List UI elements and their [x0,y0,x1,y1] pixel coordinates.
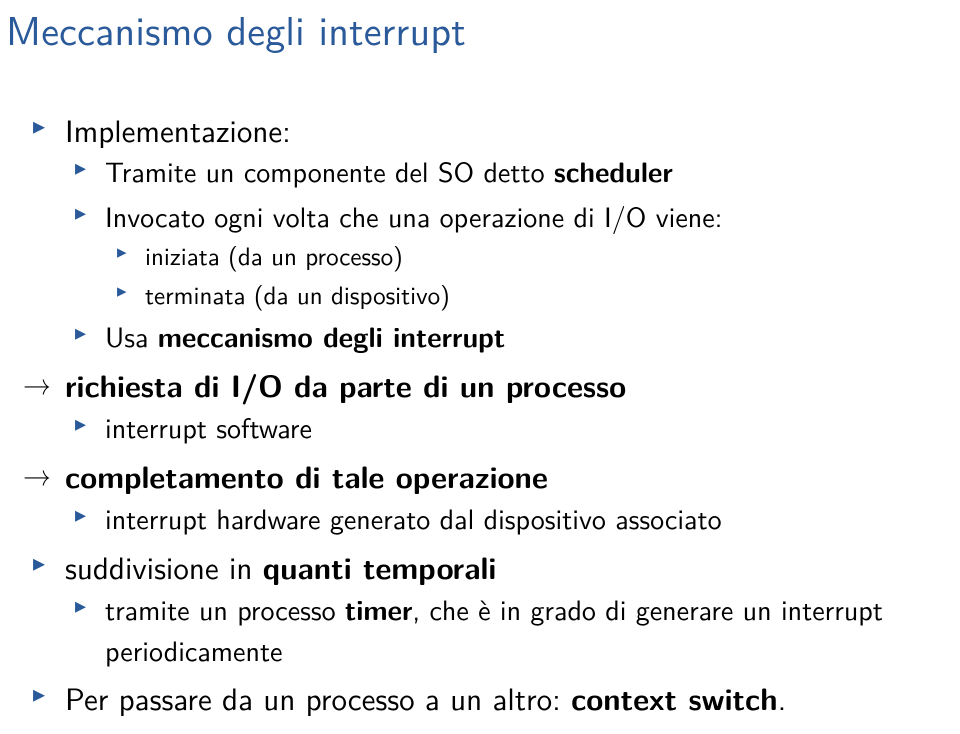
bold: meccanismo degli interrupt [158,316,505,356]
bold: richiesta di I/O da parte di un processo [65,363,626,407]
text: suddivisione in [65,543,263,589]
sublist: Tramite un componente del SO detto sched… [65,151,930,356]
text: Usa [105,315,158,356]
bullet-list: Implementazione: Tramite un componente d… [0,108,930,721]
item-invocato: Invocato ogni volta che una operazione d… [105,196,930,312]
text: tramite un processo [105,588,345,629]
text: interrupt hardware generato dal disposit… [105,497,722,538]
text: Invocato ogni volta che una operazione d… [105,195,722,236]
bold: quanti temporali [263,545,497,589]
item-terminata: terminata (da un dispositivo) [145,276,930,312]
bold: completamento di tale operazione [65,454,548,498]
bold: timer [345,589,412,629]
item-iniziata: iniziata (da un processo) [145,237,930,273]
bold: scheduler [554,151,673,191]
bold: context switch [571,676,778,720]
slide: Meccanismo degli interrupt Implementazio… [0,0,960,721]
item-context-switch: Per passare da un processo a un altro: c… [65,676,930,720]
text: Per passare da un processo a un altro: [65,674,571,720]
item-suddivisione: suddivisione in quanti temporali tramite… [65,545,930,671]
sublist: tramite un processo timer, che è in grad… [65,589,930,670]
item-interrupt-hw: interrupt hardware generato dal disposit… [105,498,930,539]
item-richiesta: richiesta di I/O da parte di un processo… [65,363,930,448]
text: iniziata (da un processo) [145,236,403,273]
item-usa: Usa meccanismo degli interrupt [105,316,930,357]
sublist: interrupt software [65,407,930,448]
item-implementazione: Implementazione: Tramite un componente d… [65,108,930,357]
text: . [778,674,787,720]
text: terminata (da un dispositivo) [145,275,450,312]
item-interrupt-sw: interrupt software [105,407,930,448]
sublist: iniziata (da un processo) terminata (da … [105,237,930,313]
text: Tramite un componente del SO detto [105,150,554,191]
item-completamento: completamento di tale operazione interru… [65,454,930,539]
text: interrupt software [105,406,312,447]
item-scheduler: Tramite un componente del SO detto sched… [105,151,930,192]
sublist: interrupt hardware generato dal disposit… [65,498,930,539]
slide-title: Meccanismo degli interrupt [6,0,930,58]
label: Implementazione: [65,106,291,152]
item-timer: tramite un processo timer, che è in grad… [105,589,930,670]
